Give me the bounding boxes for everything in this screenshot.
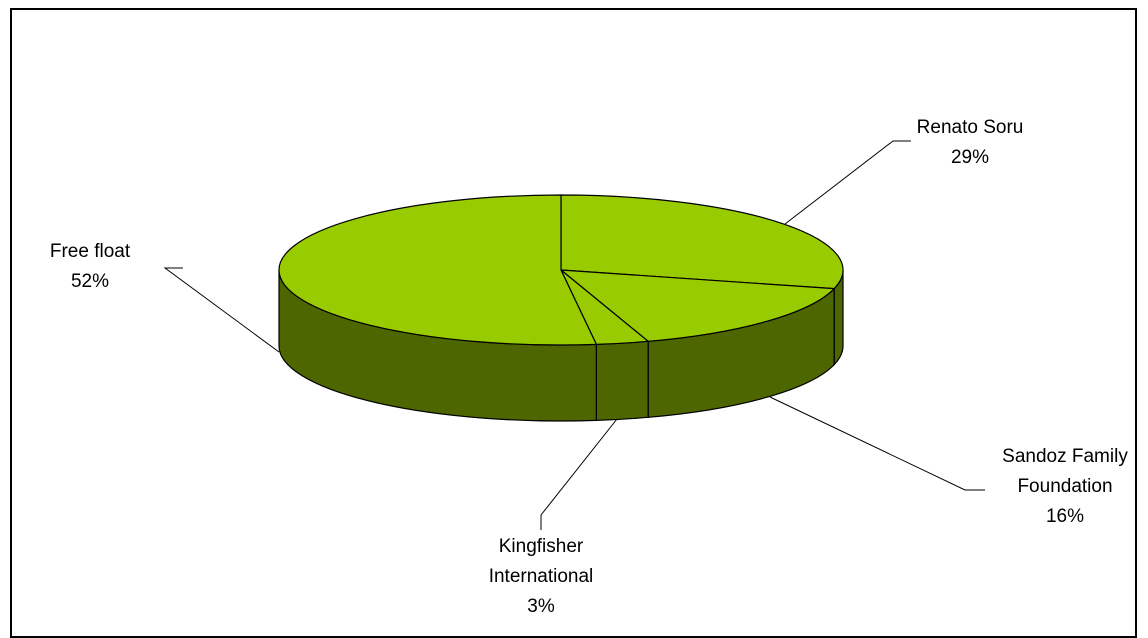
slice-labels: Renato Soru 29% Sandoz Family Foundation 16%… [50, 117, 1128, 617]
slice-name-label: International [489, 566, 594, 587]
leader-line-0 [784, 140, 911, 225]
pie-chart: Renato Soru 29% Sandoz Family Foundation 16%… [50, 117, 1128, 617]
leader-line-1 [769, 396, 985, 491]
slice-name-label: Renato Soru [917, 117, 1024, 138]
slice-side-2 [595, 340, 649, 422]
slice-percent-label: 3% [527, 596, 555, 617]
leader-line-2 [540, 418, 618, 530]
slice-label-3: Free float 52% [50, 241, 131, 292]
slice-name-label: Foundation [1017, 476, 1112, 497]
slice-percent-label: 16% [1046, 506, 1084, 527]
slice-name-label: Kingfisher [499, 536, 584, 557]
slice-label-0: Renato Soru 29% [917, 117, 1024, 168]
slice-top-1 [560, 269, 835, 342]
slice-name-label: Free float [50, 241, 131, 262]
slice-percent-label: 29% [951, 147, 989, 168]
slice-top-0 [560, 194, 844, 290]
slice-top-3 [278, 194, 597, 346]
leader-line-3 [163, 267, 280, 353]
slice-name-label: Sandoz Family [1002, 446, 1128, 467]
pie-top [278, 194, 844, 346]
slice-label-1: Sandoz Family Foundation 16% [1002, 446, 1128, 527]
slice-label-2: Kingfisher International 3% [489, 536, 594, 617]
slice-percent-label: 52% [71, 271, 109, 292]
leader-lines [163, 140, 985, 530]
